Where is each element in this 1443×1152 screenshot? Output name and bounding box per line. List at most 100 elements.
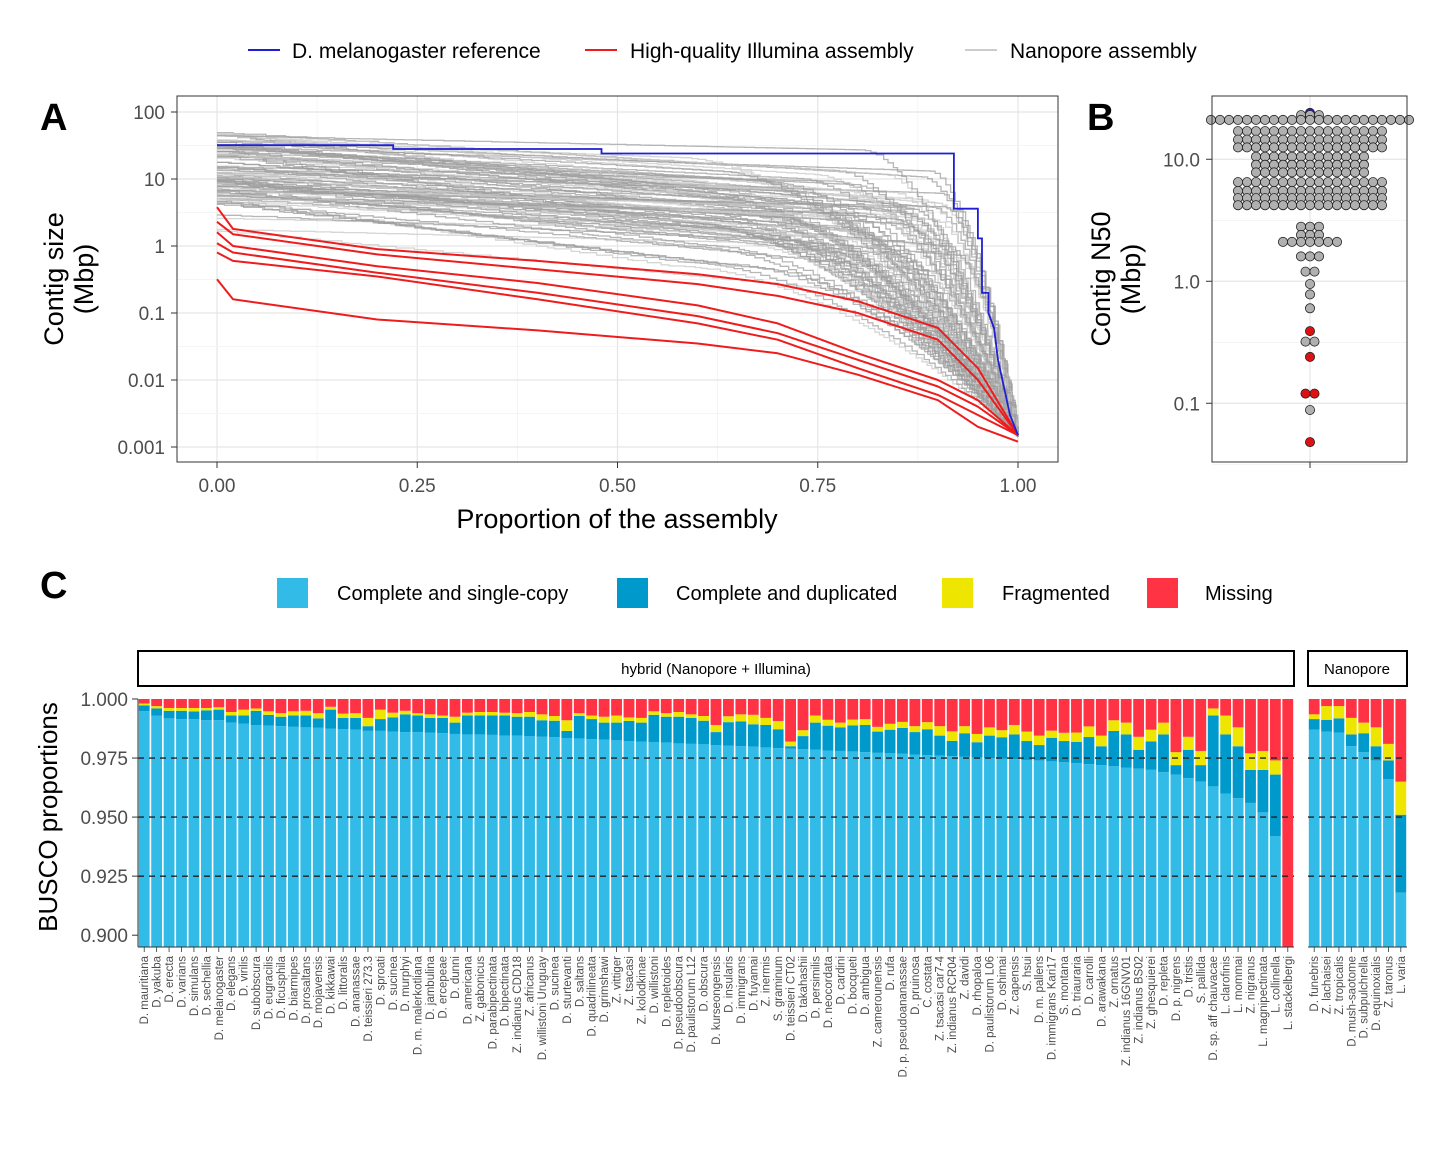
bar-missing [1383, 699, 1394, 744]
panel-c-x-label: D. ficusphila [276, 955, 288, 1018]
panel-b-point-gray [1377, 200, 1388, 211]
bar-complete-duplicated [200, 710, 212, 721]
bar-fragmented [785, 741, 796, 747]
panel-b-point-gray [1305, 303, 1316, 314]
panel-b-y-axis-title-line2: (Mbp) [1116, 244, 1146, 315]
panel-b-point-gray [1287, 142, 1298, 153]
bar-complete-duplicated [1257, 769, 1269, 813]
panel-a-y-tick-label: 1 [154, 237, 165, 258]
panel-c-x-label: L. clarofinis [1221, 956, 1233, 1014]
panel-c-x-label: S. pallida [1196, 955, 1208, 1003]
panel-c-x-label: D. arawakana [1096, 955, 1108, 1027]
bar-missing [337, 699, 349, 714]
panel-c-x-label: D. subobscura [251, 955, 263, 1030]
panel-c-x-label: L. stackelbergi [1283, 956, 1295, 1030]
panel-c-x-label: S. hsui [1022, 956, 1034, 991]
bar-complete-duplicated [747, 724, 759, 747]
panel-b-point-gray [1350, 200, 1361, 211]
panel-b-point-red [1309, 388, 1320, 399]
bar-complete-duplicated [1008, 734, 1020, 760]
panel-c-x-label: D. p. nigrens [1171, 956, 1183, 1021]
panel-a-x-tick-label: 0.50 [599, 476, 636, 497]
bar-fragmented [959, 726, 971, 734]
panel-b-point-gray [1215, 114, 1226, 125]
bar-complete-single [163, 718, 175, 947]
nanopore-assembly-line [217, 181, 1019, 437]
bar-complete-single [909, 754, 921, 947]
panel-c-x-label: S. montana [1059, 955, 1071, 1014]
bar-fragmented [499, 712, 511, 716]
bar-missing [511, 699, 523, 714]
bar-missing [1245, 699, 1256, 754]
bar-complete-single [1145, 769, 1157, 947]
bar-fragmented [822, 719, 834, 726]
bar-missing [1158, 699, 1169, 723]
panel-c-x-label: D. obscura [699, 955, 711, 1011]
bar-complete-single [698, 744, 709, 947]
bar-fragmented [250, 708, 262, 711]
bar-complete-duplicated [1182, 749, 1194, 779]
panel-b-point-gray [1251, 126, 1262, 137]
bar-fragmented [984, 727, 995, 736]
bar-missing [785, 699, 796, 742]
panel-b-point-gray [1341, 114, 1352, 125]
nanopore-assembly-line [216, 176, 1019, 437]
panel-a-y-tick-label: 0.001 [117, 438, 165, 459]
panel-a-x-tick-label: 1.00 [1000, 476, 1037, 497]
bar-complete-single [797, 749, 809, 947]
bar-fragmented [548, 716, 560, 721]
panel-b-point-gray [1300, 336, 1311, 347]
bar-missing [834, 699, 846, 723]
bar-missing [474, 699, 486, 712]
bar-complete-single [1071, 763, 1082, 947]
bar-fragmented [1358, 722, 1370, 734]
panel-b-point-gray [1305, 236, 1316, 247]
panel-c-x-label: L. mommai [1233, 956, 1245, 1013]
bar-missing [250, 699, 262, 709]
legend-label-complete-single: Complete and single-copy [337, 583, 568, 605]
panel-c-x-label: Z. africanus [525, 956, 537, 1016]
panel-b-point-gray [1278, 200, 1289, 211]
nanopore-assembly-line [216, 161, 1019, 437]
bar-missing [921, 699, 933, 723]
bar-complete-single [138, 711, 150, 947]
bar-missing [909, 699, 921, 727]
panel-b-point-gray [1305, 200, 1316, 211]
bar-fragmented [300, 710, 312, 716]
panel-b-point-gray [1341, 200, 1352, 211]
panel-c-x-label: D. saltans [574, 956, 586, 1007]
strip-hybrid-label: hybrid (Nanopore + Illumina) [621, 661, 811, 678]
panel-b-point-gray [1305, 126, 1316, 137]
bar-missing [710, 699, 722, 725]
bar-complete-single [660, 742, 672, 947]
panel-b-point-gray [1287, 177, 1298, 188]
panel-b-point-gray [1309, 336, 1320, 347]
bar-complete-single [1021, 759, 1033, 947]
panel-b-point-gray [1296, 177, 1307, 188]
bar-fragmented [524, 711, 535, 717]
bar-missing [287, 699, 299, 712]
panel-b-point-gray [1269, 126, 1280, 137]
panel-b-point-gray [1314, 126, 1325, 137]
bar-complete-single [897, 753, 908, 947]
bar-complete-duplicated [1245, 769, 1256, 803]
bar-missing [1220, 699, 1232, 716]
panel-c-bars-hybrid [138, 699, 1294, 947]
bar-complete-duplicated [921, 729, 933, 756]
panel-b-point-gray [1278, 167, 1289, 178]
bar-missing [1120, 699, 1132, 723]
bar-fragmented [449, 716, 461, 723]
nanopore-assembly-line [216, 166, 1019, 437]
bar-fragmented [747, 714, 759, 725]
bar-missing [810, 699, 821, 716]
nanopore-assembly-line [216, 150, 1019, 437]
panel-b-point-gray [1300, 266, 1311, 277]
panel-b-point-gray [1404, 114, 1415, 125]
bar-missing [623, 699, 635, 718]
panel-c-x-label: D. carrolli [1084, 956, 1096, 1005]
bar-complete-duplicated [548, 720, 560, 738]
bar-complete-duplicated [1370, 746, 1382, 761]
bar-missing [760, 699, 772, 718]
panel-b-point-gray [1377, 142, 1388, 153]
